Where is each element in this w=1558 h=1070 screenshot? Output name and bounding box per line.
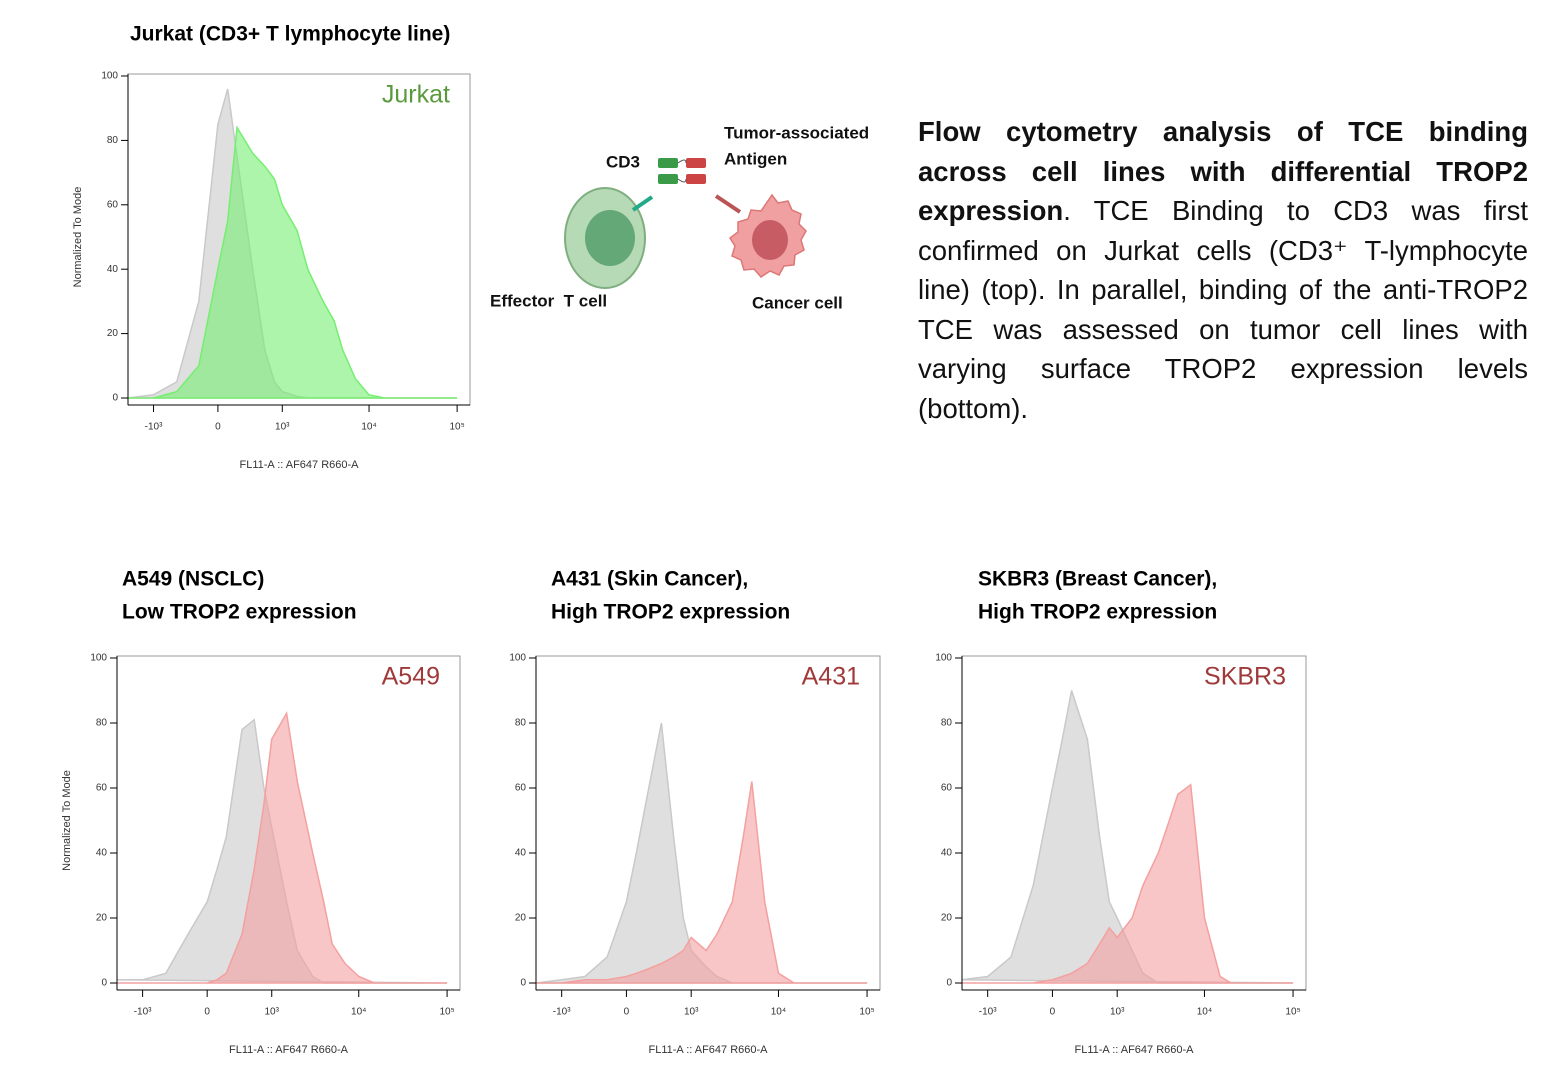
histogram-area — [117, 711, 448, 984]
y-tick-label: 80 — [96, 718, 108, 729]
y-tick-label: 0 — [520, 978, 526, 989]
chart-title: High TROP2 expression — [978, 601, 1217, 624]
cd3-receptor — [631, 195, 654, 212]
y-tick-label: 20 — [941, 913, 953, 924]
t-cell-nucleus — [585, 210, 635, 266]
x-tick-label: 10⁴ — [771, 1007, 786, 1018]
caption-text: . TCE Binding to CD3 was first confirmed… — [918, 195, 1528, 424]
x-axis-label: FL11-A :: AF647 R660-A — [1074, 1044, 1194, 1056]
legend-label: Jurkat — [382, 81, 450, 109]
x-tick-label: 10³ — [1110, 1007, 1125, 1018]
chart-title: High TROP2 expression — [551, 601, 790, 624]
diagram: CD3 Tumor-associated Antigen Effector T … — [490, 123, 869, 312]
histogram-area — [535, 722, 868, 984]
x-tick-label: -10³ — [979, 1007, 997, 1018]
histogram-panel: A549 (NSCLC) Low TROP2 expression A549 0 20 4… — [61, 568, 461, 1056]
x-axis-label: FL11-A :: AF647 R660-A — [229, 1044, 349, 1056]
x-tick-label: 10⁴ — [1197, 1007, 1212, 1018]
plot-frame — [535, 655, 881, 991]
cancer-nucleus — [752, 220, 788, 260]
histogram-panel: SKBR3 (Breast Cancer), High TROP2 express… — [935, 568, 1307, 1056]
legend-label: A549 — [382, 663, 440, 691]
x-tick-label: -10³ — [134, 1007, 152, 1018]
antigen-receptor — [714, 194, 742, 214]
x-tick-label: 10³ — [265, 1007, 280, 1018]
y-tick-label: 60 — [515, 783, 527, 794]
tce-arm — [686, 158, 706, 168]
x-tick-label: -10³ — [145, 422, 163, 433]
antigen-label: Antigen — [724, 149, 787, 168]
x-axis-label: FL11-A :: AF647 R660-A — [239, 459, 359, 471]
tce-linker — [677, 159, 687, 183]
cd3-label: CD3 — [606, 152, 640, 171]
x-tick-label: 10⁵ — [859, 1007, 874, 1018]
y-tick-label: 60 — [96, 783, 108, 794]
legend-label: SKBR3 — [1204, 663, 1286, 691]
histogram-area — [962, 783, 1294, 984]
antigen-label: Tumor-associated — [724, 123, 869, 142]
chart-title: Jurkat (CD3+ T lymphocyte line) — [130, 23, 450, 46]
y-tick-label: 100 — [90, 653, 107, 664]
y-tick-label: 40 — [941, 848, 953, 859]
x-tick-label: 0 — [204, 1007, 210, 1018]
y-tick-label: 100 — [101, 71, 118, 82]
y-axis-label: Normalized To Mode — [72, 187, 84, 288]
y-tick-label: 0 — [101, 978, 107, 989]
x-tick-label: 10⁴ — [361, 422, 376, 433]
x-axis-label: FL11-A :: AF647 R660-A — [648, 1044, 768, 1056]
y-tick-label: 100 — [509, 653, 526, 664]
tce-arm — [658, 158, 678, 168]
y-tick-label: 20 — [96, 913, 108, 924]
histogram-panel: Jurkat (CD3+ T lymphocyte line) Jurkat 0 20… — [72, 23, 471, 471]
histogram-area — [128, 125, 458, 399]
cancer-label: Cancer cell — [752, 293, 843, 312]
x-tick-label: 10⁵ — [449, 422, 464, 433]
x-tick-label: 10⁵ — [1285, 1007, 1300, 1018]
y-tick-label: 80 — [515, 718, 527, 729]
y-tick-label: 40 — [515, 848, 527, 859]
y-axis-label: Normalized To Mode — [61, 770, 73, 871]
y-tick-label: 0 — [946, 978, 952, 989]
chart-title: A549 (NSCLC) — [122, 568, 264, 591]
tce-arm — [686, 174, 706, 184]
histogram-area — [536, 781, 868, 984]
effector-label: Effector T cell — [490, 291, 607, 310]
x-tick-label: 0 — [1050, 1007, 1056, 1018]
y-tick-label: 60 — [941, 783, 953, 794]
chart-title: SKBR3 (Breast Cancer), — [978, 568, 1217, 591]
x-tick-label: -10³ — [553, 1007, 571, 1018]
caption-bold: Flow cytometry analysis of TCE binding a… — [918, 116, 1528, 226]
chart-title: A431 (Skin Cancer), — [551, 568, 748, 591]
y-tick-label: 80 — [107, 135, 119, 146]
histogram-panel: A431 (Skin Cancer), High TROP2 expression… — [509, 568, 881, 1056]
x-tick-label: 0 — [215, 422, 221, 433]
y-tick-label: 100 — [935, 653, 952, 664]
y-tick-label: 60 — [107, 199, 119, 210]
y-tick-label: 40 — [107, 264, 119, 275]
legend-label: A431 — [802, 663, 860, 691]
y-tick-label: 80 — [941, 718, 953, 729]
caption: Flow cytometry analysis of TCE binding a… — [918, 112, 1528, 428]
tce-arm — [658, 174, 678, 184]
x-tick-label: 10⁵ — [439, 1007, 454, 1018]
x-tick-label: 0 — [624, 1007, 630, 1018]
x-tick-label: 10³ — [684, 1007, 699, 1018]
y-tick-label: 20 — [107, 328, 119, 339]
x-tick-label: 10³ — [275, 422, 290, 433]
y-tick-label: 20 — [515, 913, 527, 924]
x-tick-label: 10⁴ — [351, 1007, 366, 1018]
y-tick-label: 0 — [112, 393, 118, 404]
y-tick-label: 40 — [96, 848, 108, 859]
chart-title: Low TROP2 expression — [122, 601, 357, 624]
